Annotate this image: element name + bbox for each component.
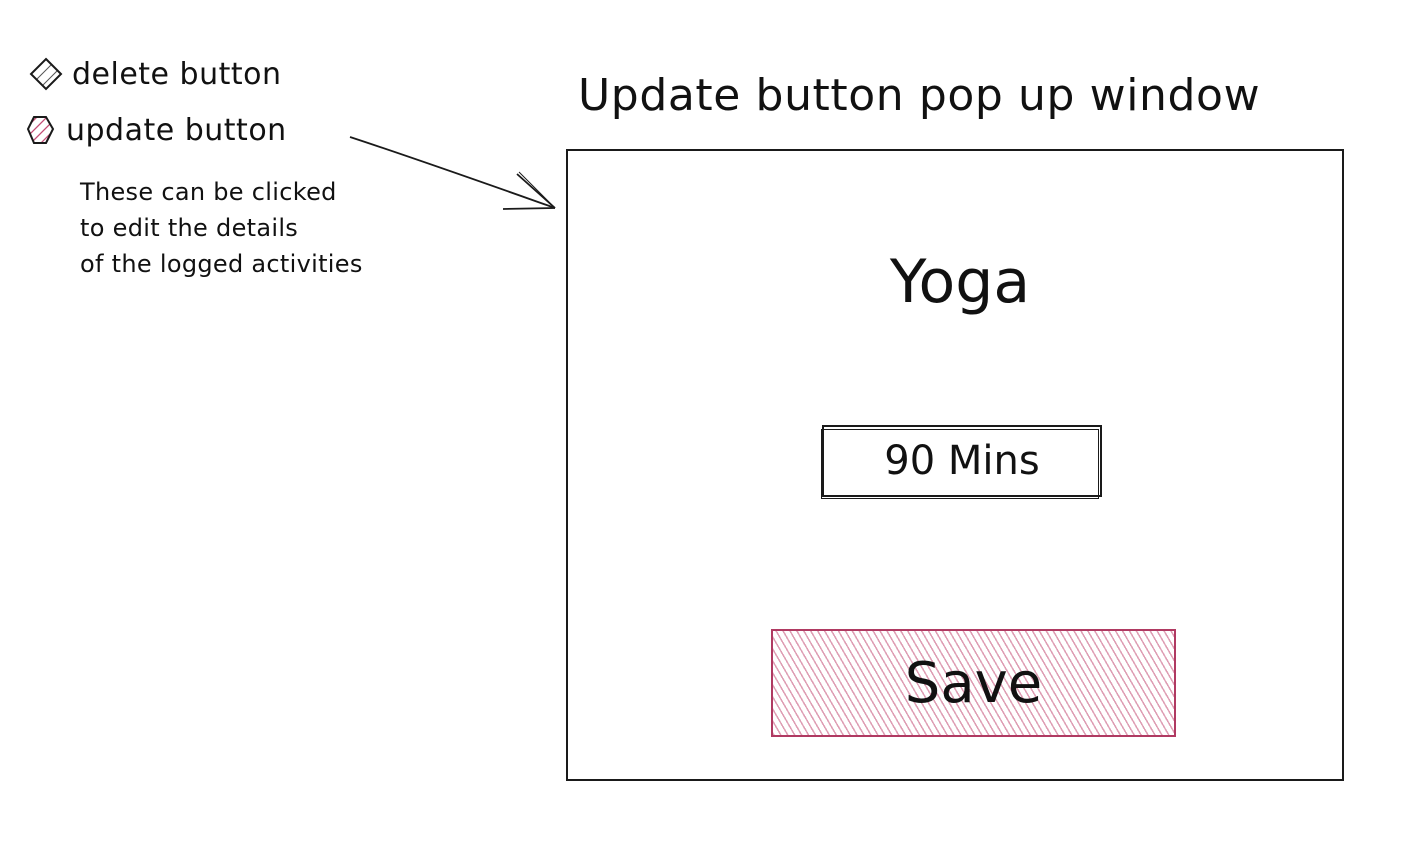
legend-update-label: update button (66, 112, 287, 148)
save-button[interactable]: Save (771, 629, 1176, 737)
update-popup-window: Yoga 90 Mins Save (566, 149, 1344, 781)
legend-note-line: to edit the details (80, 214, 299, 242)
diamond-hatch-icon (28, 56, 64, 92)
activity-name: Yoga (889, 247, 1031, 317)
duration-field[interactable]: 90 Mins (821, 425, 1102, 499)
legend-delete-label: delete button (72, 56, 282, 92)
legend-note-line: of the logged activities (80, 250, 363, 278)
legend-note: These can be clicked to edit the details… (80, 174, 440, 282)
popup-title: Update button pop up window (578, 70, 1261, 121)
legend-delete-row: delete button (28, 56, 282, 92)
legend-note-line: These can be clicked (80, 178, 337, 206)
hexagon-hatch-icon (22, 112, 58, 148)
legend-update-row: update button (22, 112, 287, 148)
